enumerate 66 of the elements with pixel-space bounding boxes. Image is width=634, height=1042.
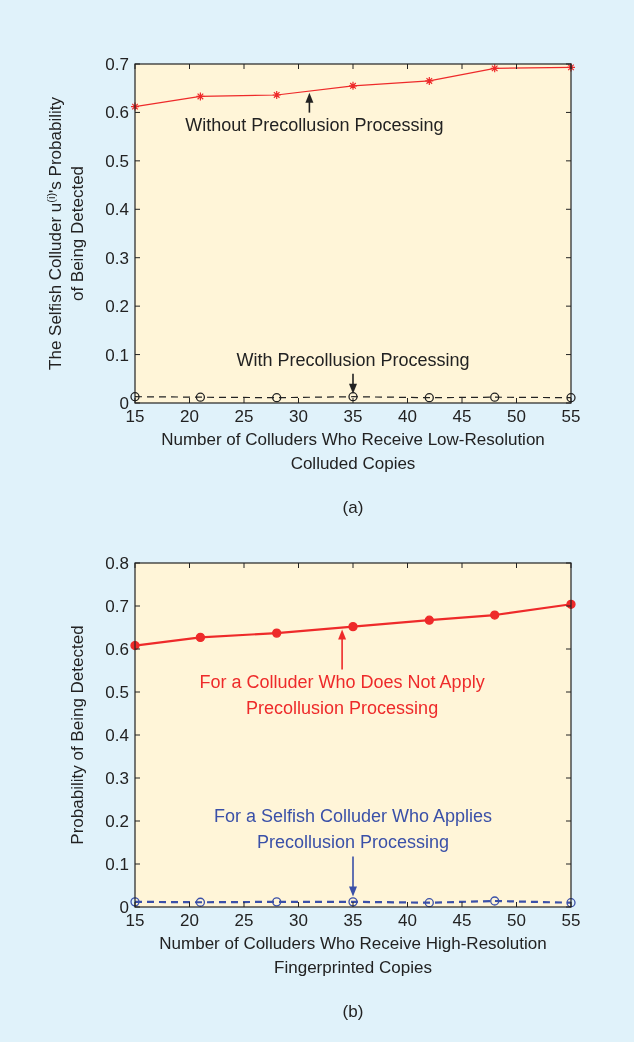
x-tick-label: 20: [180, 911, 199, 930]
point: [195, 897, 206, 907]
point: [424, 615, 434, 625]
x-tick-label: 40: [398, 911, 417, 930]
x-tick-label: 50: [507, 911, 526, 930]
x-tick-label: 55: [561, 911, 581, 930]
point: [195, 632, 206, 643]
point: [272, 393, 282, 403]
y-tick-label: 0.4: [105, 200, 129, 220]
x-tick-label: 50: [507, 407, 526, 426]
x-tick-label: 30: [289, 911, 308, 930]
x-tick-label: 20: [180, 407, 199, 426]
point: [490, 896, 500, 906]
y-tick-label: 0.6: [105, 640, 129, 659]
point: [566, 898, 576, 908]
y-tick-label: 0.1: [105, 345, 129, 365]
point: [424, 898, 434, 908]
x-axis-title: Number of Colluders Who Receive Low-Resolution Colluded Copies: [161, 430, 545, 473]
point: [272, 628, 282, 638]
x-tick-label: 35: [343, 911, 363, 930]
x-tick-label: 25: [234, 407, 254, 426]
point: [195, 91, 205, 102]
y-tick-label: 0.5: [105, 683, 129, 702]
point: [490, 392, 500, 402]
y-tick-label: 0.3: [105, 769, 129, 788]
point: [272, 90, 282, 100]
point: [195, 392, 206, 402]
point: [566, 393, 576, 403]
annotation: For a Colluder Who Does Not Apply Precollusion Processing: [199, 671, 485, 718]
y-tick-label: 0.8: [105, 554, 129, 573]
point: [130, 102, 140, 112]
point: [424, 76, 434, 86]
x-tick-label: 45: [452, 911, 472, 930]
y-tick-label: 0.2: [105, 812, 129, 831]
point: [348, 621, 358, 632]
point: [566, 62, 576, 72]
x-tick-label: 40: [398, 407, 417, 426]
point: [424, 393, 434, 403]
x-axis-title: Number of Colluders Who Receive High-Resolution Fingerprinted Copies: [159, 934, 547, 977]
x-tick-label: 25: [234, 911, 254, 930]
text: (a): [342, 498, 364, 517]
y-tick-label: 0.3: [105, 248, 129, 268]
point: [348, 897, 358, 907]
x-tick-label: 35: [343, 407, 363, 426]
annotation: For a Selfish Colluder Who Applies Precollusion Processing: [213, 806, 493, 853]
point: [490, 610, 500, 620]
y-tick-label: 0.5: [105, 151, 129, 171]
annotation: With Precollusion Processing: [236, 349, 470, 370]
text: (b): [342, 1002, 364, 1021]
point: [272, 897, 282, 907]
point: [130, 392, 140, 402]
annotation: Without Precollusion Processing: [185, 114, 444, 135]
point: [490, 63, 500, 73]
y-tick-label: 0.7: [105, 597, 129, 616]
y-tick-label: 0.1: [105, 855, 129, 874]
x-tick-label: 45: [452, 407, 472, 426]
y-tick-label: 0.7: [105, 55, 129, 74]
point: [348, 81, 358, 91]
x-tick-label: 55: [561, 407, 581, 426]
y-tick-label: 0.4: [105, 726, 129, 745]
point: [130, 897, 140, 907]
y-tick-label: 0.6: [105, 103, 129, 123]
y-axis-title: Probability of Being Detected: [68, 625, 87, 845]
y-tick-label: 0.2: [105, 297, 129, 317]
x-tick-label: 30: [289, 407, 308, 426]
point: [348, 392, 358, 402]
